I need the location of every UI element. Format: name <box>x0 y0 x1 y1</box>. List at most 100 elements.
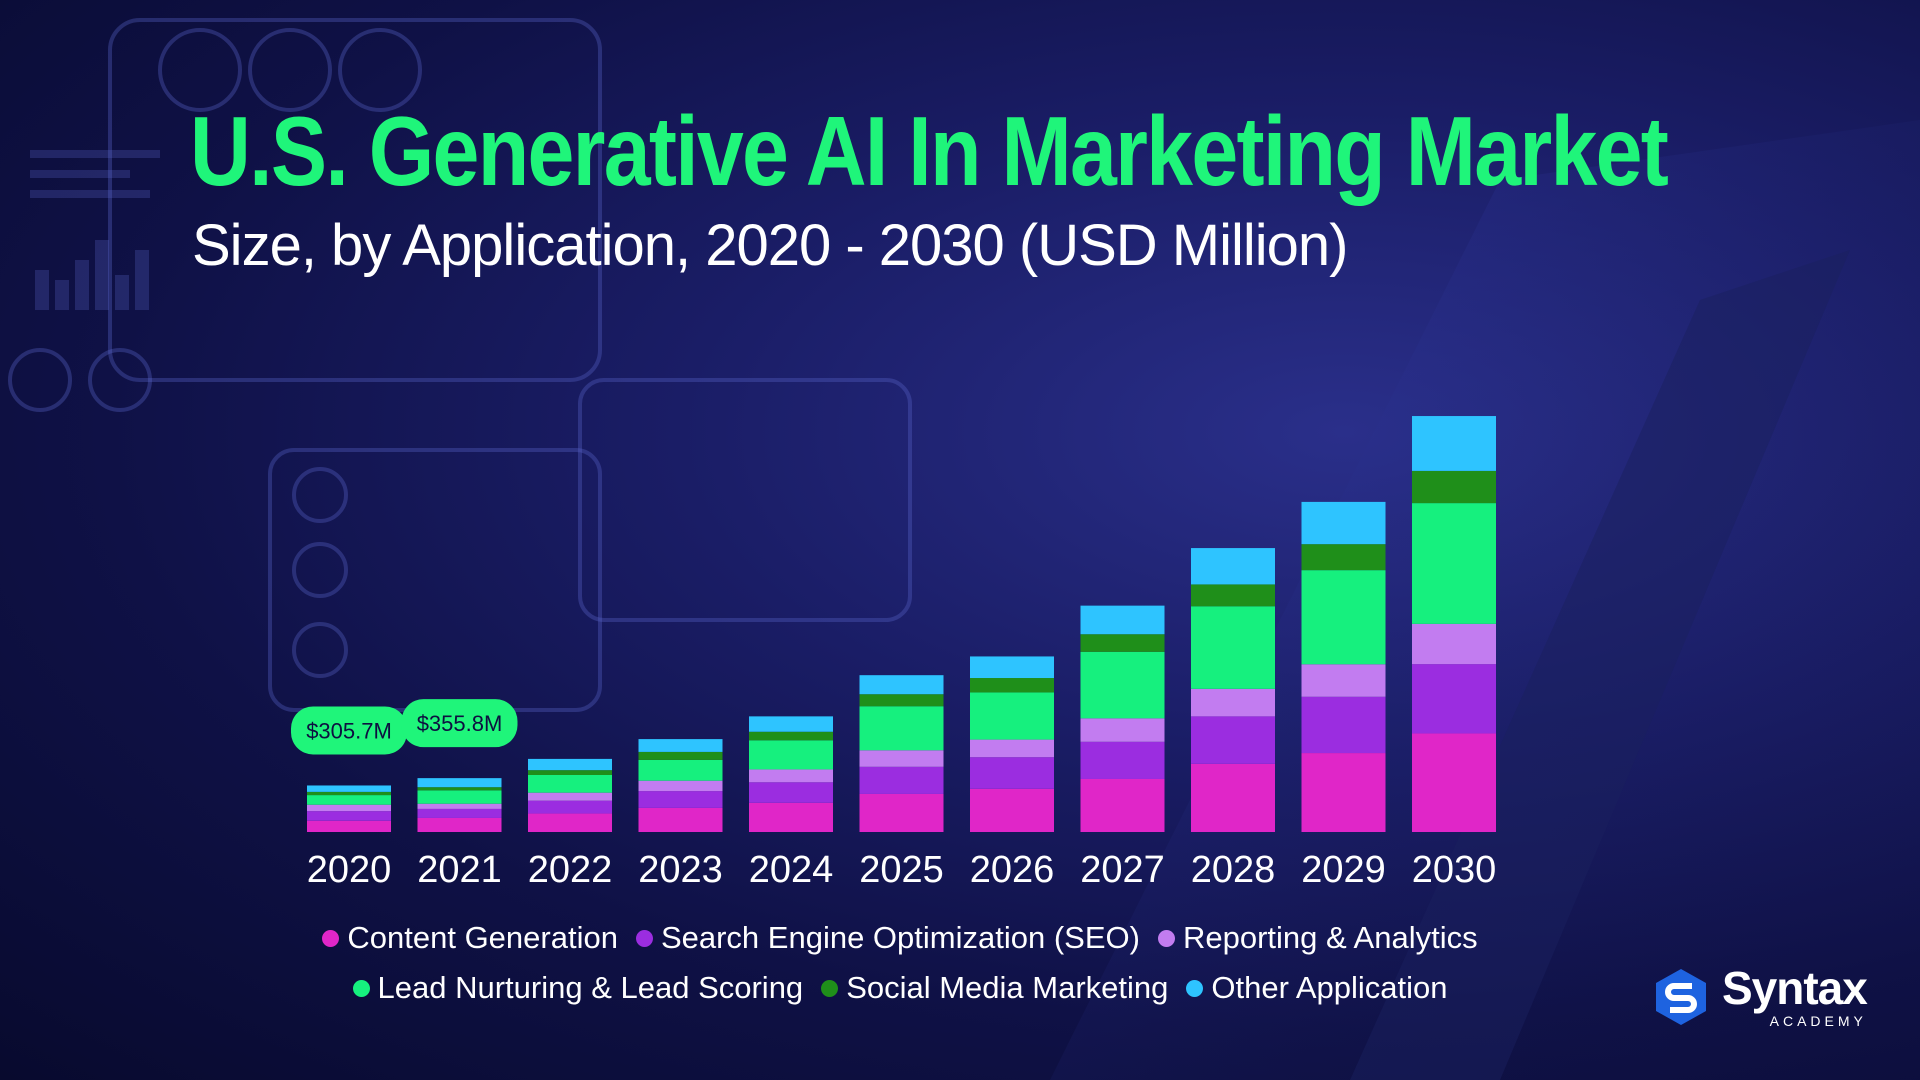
bar-segment-2028-5 <box>1191 548 1275 585</box>
bar-segment-2024-0 <box>749 802 833 832</box>
bar-segment-2027-1 <box>1080 741 1165 779</box>
bar-segment-2026-5 <box>970 656 1054 679</box>
legend-label: Content Generation <box>347 920 618 955</box>
x-tick-label: 2025 <box>859 849 944 891</box>
bar-segment-2023-0 <box>638 807 723 832</box>
legend-item-social-media: Social Media Marketing <box>821 970 1168 1006</box>
bar-segment-2028-1 <box>1191 716 1275 764</box>
brand-text: Syntax ACADEMY <box>1722 962 1868 1029</box>
bar-segment-2026-4 <box>970 678 1054 693</box>
bar-segment-2020-1 <box>307 811 391 821</box>
bar-segment-2028-4 <box>1191 584 1275 607</box>
bar-segment-2030-3 <box>1412 503 1496 624</box>
bar-segment-2029-0 <box>1301 753 1386 832</box>
legend-item-other-application: Other Application <box>1186 970 1447 1006</box>
x-tick-label: 2023 <box>638 849 723 891</box>
legend-label: Reporting & Analytics <box>1182 920 1478 955</box>
bar-segment-2025-1 <box>859 766 944 794</box>
bar-segment-2030-5 <box>1412 416 1496 471</box>
legend-label: Social Media Marketing <box>846 970 1169 1005</box>
syntax-logo-icon <box>1656 969 1706 1025</box>
bar-segment-2028-3 <box>1191 606 1275 689</box>
bar-segment-2027-5 <box>1080 605 1165 635</box>
bar-segment-2022-4 <box>528 770 612 775</box>
bar-segment-2022-5 <box>528 758 612 771</box>
legend-label: Search Engine Optimization (SEO) <box>660 920 1140 955</box>
bar-segment-2029-3 <box>1301 570 1386 665</box>
x-tick-label: 2024 <box>749 849 834 891</box>
bar-segment-2020-3 <box>307 795 391 805</box>
bar-segment-2027-3 <box>1080 651 1165 719</box>
bar-segment-2030-4 <box>1412 470 1496 504</box>
brand-sub: ACADEMY <box>1769 1013 1867 1029</box>
brand-name: Syntax <box>1722 962 1868 1014</box>
data-label: $305.7M <box>306 718 392 743</box>
legend-label: Other Application <box>1211 970 1448 1005</box>
legend-item-seo: Search Engine Optimization (SEO) <box>635 920 1140 956</box>
bar-segment-2025-2 <box>859 750 944 767</box>
legend-item-reporting-analytics: Reporting & Analytics <box>1157 920 1478 956</box>
bar-segment-2027-4 <box>1080 634 1165 652</box>
legend-item-lead-nurturing: Lead Nurturing & Lead Scoring <box>352 970 804 1006</box>
legend-label: Lead Nurturing & Lead Scoring <box>377 970 804 1005</box>
bar-segment-2023-1 <box>638 791 723 808</box>
bar-segment-2022-2 <box>528 792 612 801</box>
brand-logo: Syntax ACADEMY <box>1650 962 1868 1029</box>
bar-segment-2020-0 <box>307 820 391 832</box>
bar-segment-2021-0 <box>417 817 502 832</box>
bar-segment-2027-0 <box>1080 778 1165 832</box>
bar-segment-2024-1 <box>749 782 833 803</box>
bar-segment-2025-0 <box>859 793 944 832</box>
chart-subtitle: Size, by Application, 2020 - 2030 (USD M… <box>192 213 1348 278</box>
bar-segment-2029-4 <box>1301 544 1386 571</box>
bar-segment-2026-2 <box>970 739 1054 758</box>
bar-segment-2021-3 <box>417 790 502 804</box>
bar-segment-2025-3 <box>859 706 944 751</box>
x-tick-label: 2020 <box>307 849 392 891</box>
x-tick-label: 2028 <box>1191 849 1276 891</box>
bar-segment-2026-0 <box>970 788 1054 832</box>
legend-row-2: Lead Nurturing & Lead Scoring Social Med… <box>0 970 1800 1006</box>
legend-dot <box>1157 929 1175 947</box>
bar-segment-2028-0 <box>1191 763 1275 832</box>
bar-segment-2021-1 <box>417 808 502 818</box>
data-label: $355.8M <box>417 711 503 736</box>
x-tick-label: 2026 <box>970 849 1055 891</box>
data-label-bubble <box>291 706 407 755</box>
bar-segment-2029-1 <box>1301 696 1386 754</box>
bar-segment-2029-2 <box>1301 664 1386 697</box>
bar-segment-2021-5 <box>417 778 502 788</box>
bar-segment-2029-5 <box>1301 501 1386 545</box>
legend-dot <box>322 929 340 947</box>
bar-segment-2022-3 <box>528 775 612 793</box>
bar-segment-2024-5 <box>749 716 833 732</box>
bar-segment-2024-2 <box>749 769 833 783</box>
bar-segment-2030-1 <box>1412 664 1496 734</box>
legend-row-1: Content Generation Search Engine Optimiz… <box>0 920 1800 956</box>
legend-dot <box>1186 979 1204 997</box>
bar-segment-2024-3 <box>749 740 833 770</box>
bar-segment-2022-0 <box>528 813 612 832</box>
bar-segment-2024-4 <box>749 731 833 741</box>
x-tick-label: 2030 <box>1412 849 1497 891</box>
legend-item-content-generation: Content Generation <box>322 920 618 956</box>
bar-segment-2025-4 <box>859 694 944 707</box>
bar-segment-2030-2 <box>1412 623 1496 665</box>
bar-segment-2020-5 <box>307 785 391 792</box>
bar-segment-2022-1 <box>528 800 612 814</box>
bar-segment-2023-3 <box>638 759 723 781</box>
legend-dot <box>821 979 839 997</box>
bar-segment-2021-2 <box>417 803 502 809</box>
bar-segment-2025-5 <box>859 675 944 695</box>
x-tick-label: 2029 <box>1301 849 1386 891</box>
legend-dot <box>352 979 370 997</box>
bar-segment-2023-5 <box>638 739 723 752</box>
bar-segment-2023-4 <box>638 751 723 760</box>
legend-dot <box>635 929 653 947</box>
chart-title: U.S. Generative AI In Marketing Market <box>190 96 1669 206</box>
bar-segment-2026-3 <box>970 692 1054 740</box>
bar-segment-2028-2 <box>1191 688 1275 717</box>
bar-segment-2030-0 <box>1412 733 1496 832</box>
x-tick-label: 2021 <box>417 849 502 891</box>
